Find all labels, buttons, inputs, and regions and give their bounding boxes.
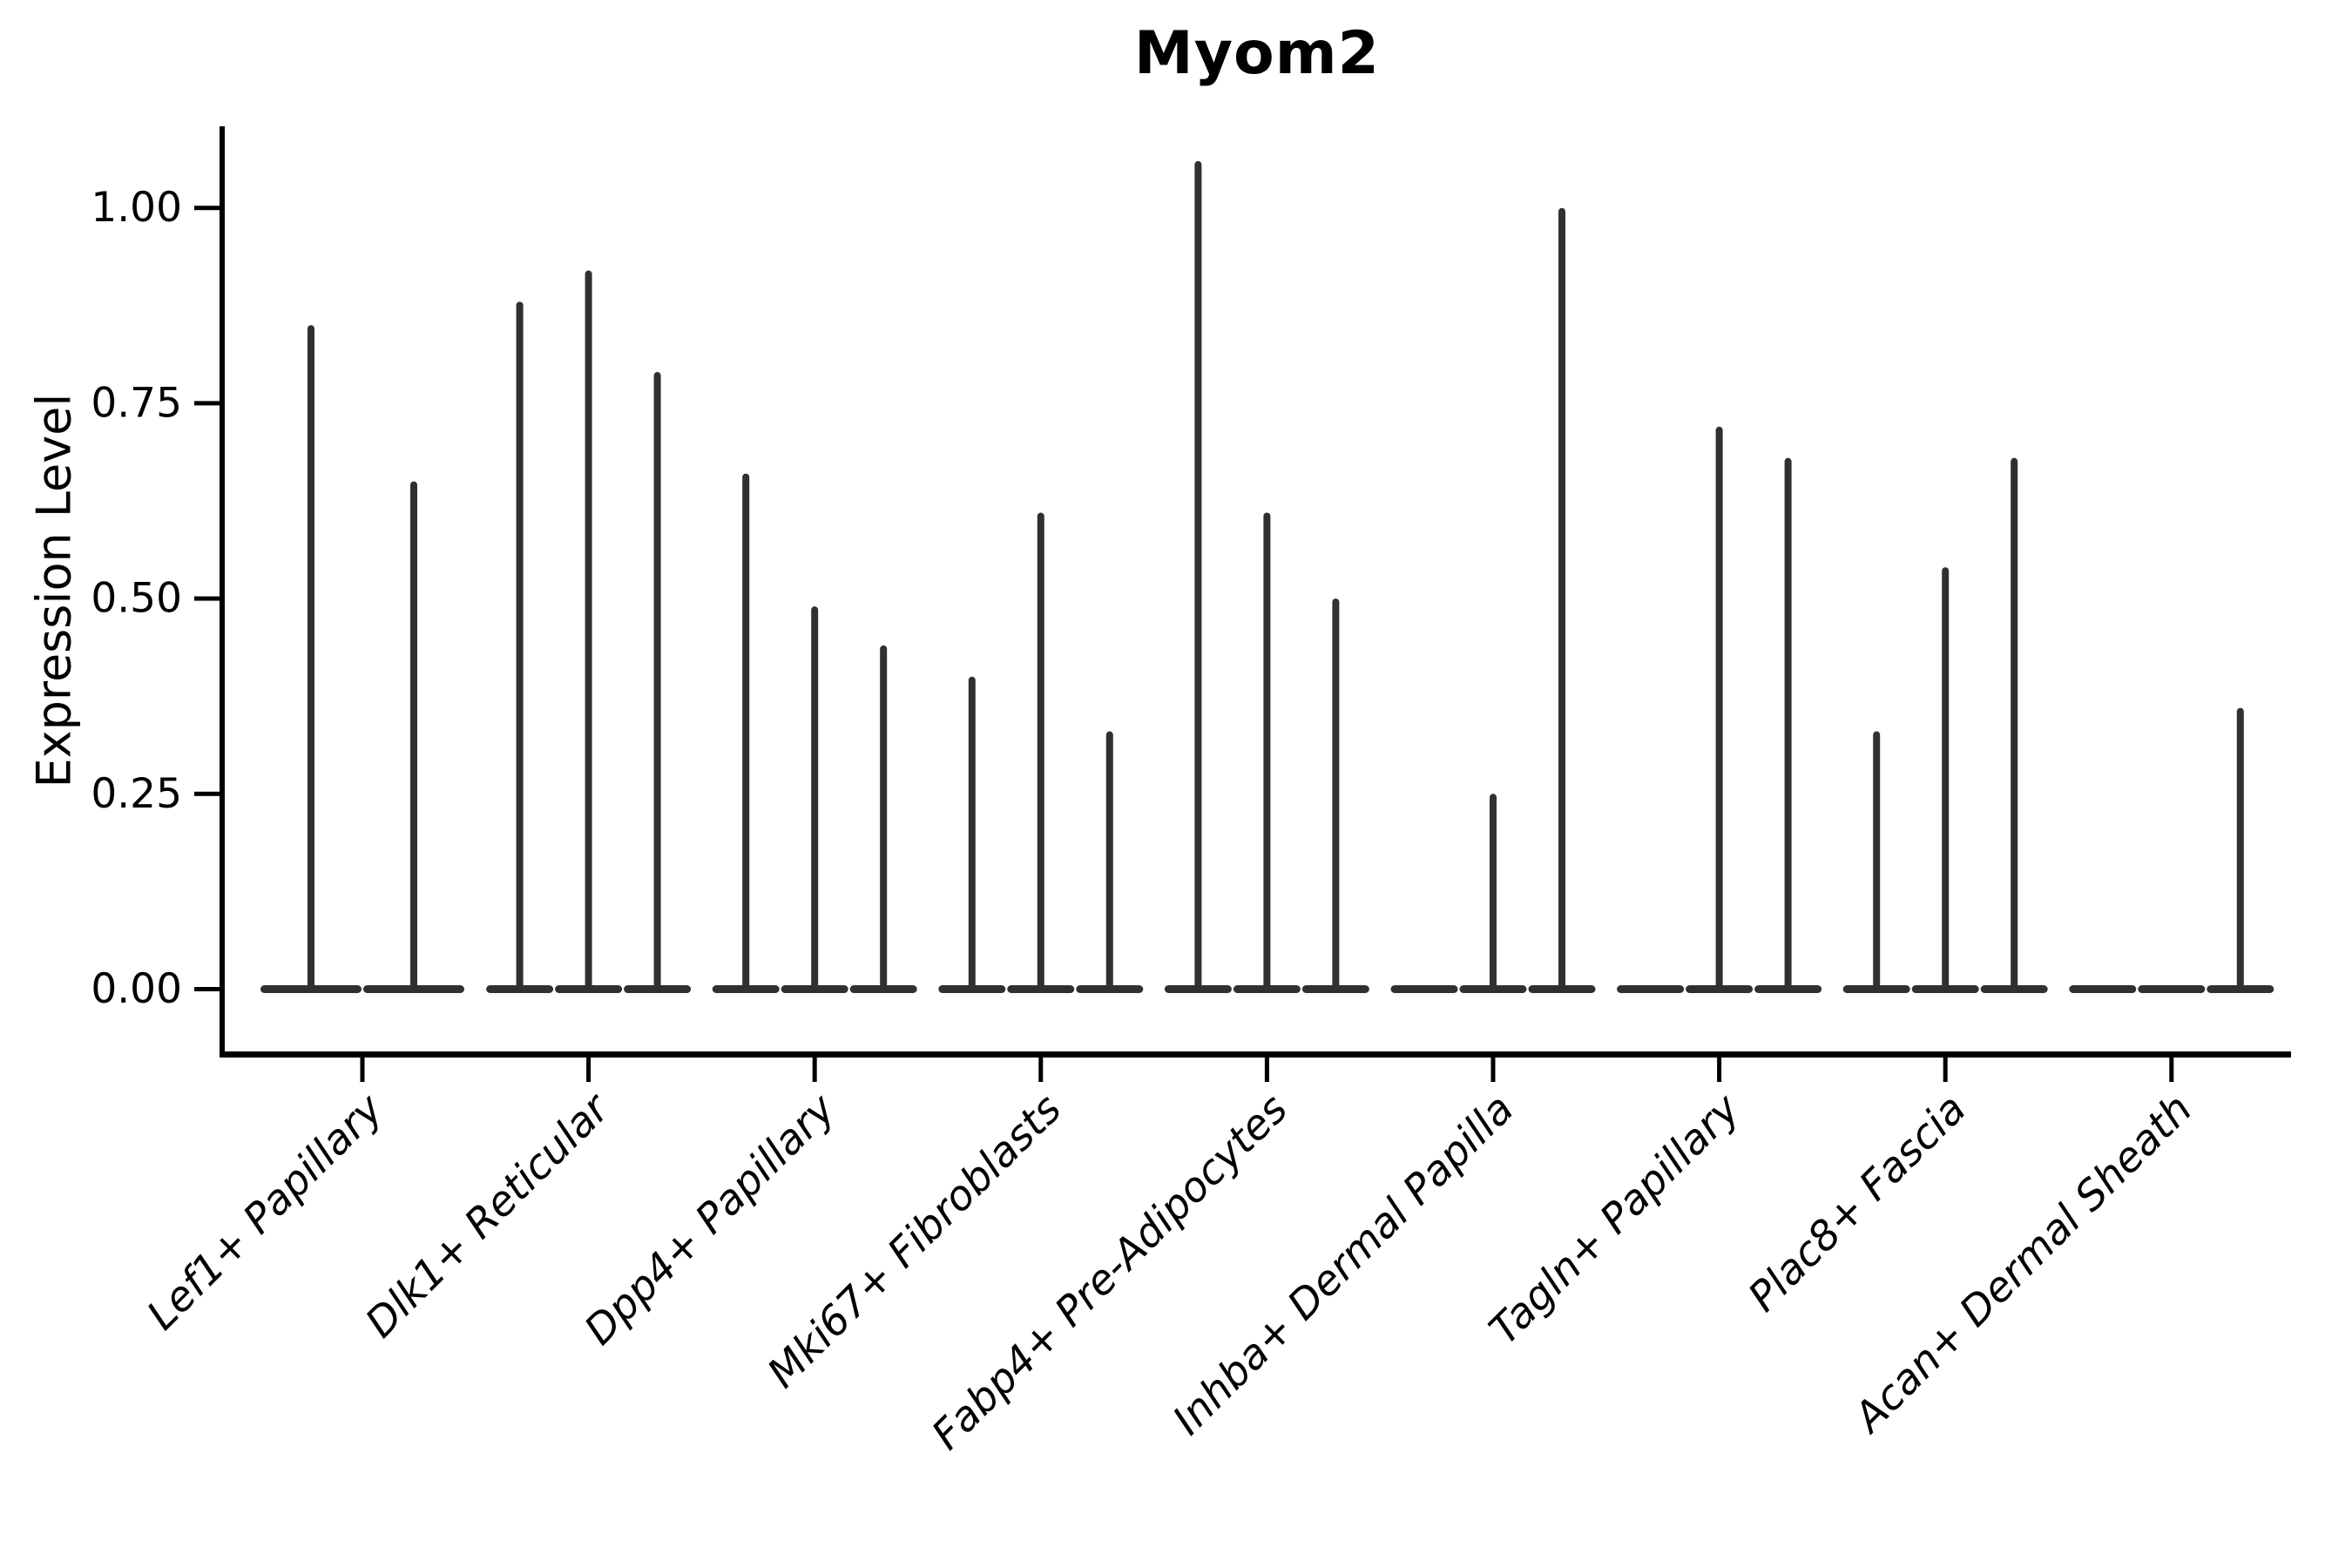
y-tick-mark [194,791,220,796]
violin-spike [1942,567,1950,992]
violin-spike [742,473,750,992]
x-tick-label: Dlk1+ Reticular [356,1084,620,1348]
violin-spike [1558,207,1565,992]
y-tick-mark [194,987,220,991]
violin-spike [1715,426,1723,993]
y-tick-label: 0.25 [91,770,182,818]
violin-spike [2236,707,2244,992]
y-tick-label: 0.75 [91,379,182,427]
y-tick-mark [194,206,220,211]
y-tick-label: 1.00 [91,184,182,232]
violin-spike [1490,794,1497,992]
x-tick-mark [1264,1058,1269,1082]
y-tick-mark [194,596,220,601]
x-tick-mark [1717,1058,1722,1082]
violin-base [1390,985,1458,993]
violin-spike [1332,598,1340,992]
violin-spike [968,676,976,992]
violin-base [2069,985,2137,993]
violin-spike [653,372,661,992]
x-tick-mark [812,1058,817,1082]
x-tick-mark [1490,1058,1496,1082]
violin-spike [1263,512,1271,992]
x-tick-label: Tagln+ Papillary [1480,1085,1750,1355]
x-tick-label: Fabp4+ Pre-Adipocytes [923,1085,1296,1459]
violin-spike [880,645,888,992]
chart-title: Myom2 [1134,19,1380,88]
x-tick-mark [586,1058,591,1082]
y-axis-spine [220,126,225,1058]
violin-spike [410,481,417,992]
violin-spike [585,270,592,993]
x-tick-mark [1038,1058,1044,1082]
violin-base [2138,985,2206,993]
x-axis-spine [220,1051,2291,1058]
violin-spike [1194,160,1202,993]
x-tick-mark [1943,1058,1948,1082]
violin-spike [1873,731,1881,992]
x-tick-mark [360,1058,365,1082]
y-tick-label: 0.00 [91,965,182,1013]
violin-spike [308,325,314,993]
x-tick-mark [2169,1058,2174,1082]
x-tick-label: Dpp4+ Papillary [576,1085,846,1355]
violin-spike [2011,457,2018,992]
violin-spike [1105,731,1113,992]
x-tick-label: Plac8+ Fascia [1740,1085,1976,1321]
violin-spike [1784,457,1792,992]
violin-spike [811,606,819,992]
x-tick-label: Lef1+ Papillary [138,1085,393,1340]
violin-spike [516,301,524,992]
violin-spike [1037,512,1044,992]
y-tick-mark [194,401,220,406]
y-tick-label: 0.50 [91,575,182,623]
violin-base [1617,985,1685,993]
